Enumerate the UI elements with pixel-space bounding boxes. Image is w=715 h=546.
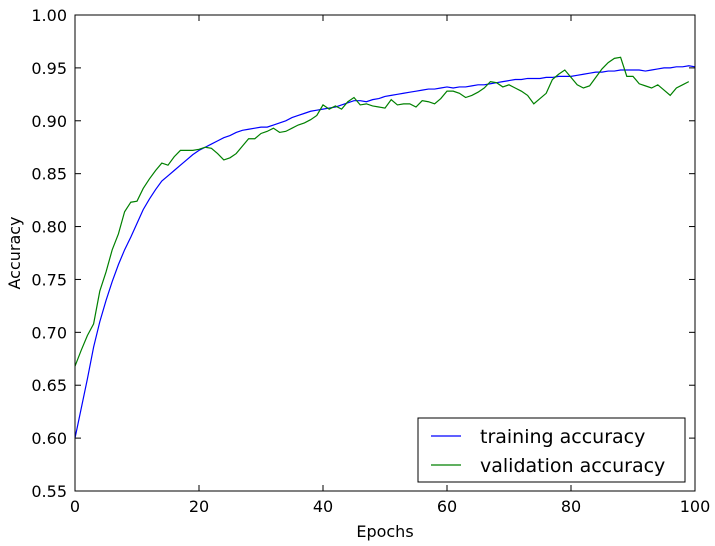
x-tick-label: 80 [561,497,581,516]
legend-label-validation: validation accuracy [480,455,665,477]
x-axis-label: Epochs [356,522,413,541]
y-tick-label: 0.85 [31,165,67,184]
series-line-1 [74,56,690,367]
y-tick-label: 0.75 [31,270,67,289]
y-axis-label: Accuracy [5,216,24,289]
y-tick-label: 0.80 [31,218,67,237]
y-tick-label: 0.70 [31,323,67,342]
y-tick-label: 0.90 [31,112,67,131]
series-layer [74,56,696,439]
y-tick-label: 0.60 [31,429,67,448]
legend-label-training: training accuracy [480,426,645,448]
plot-frame [74,14,696,492]
x-tick-label: 100 [680,497,711,516]
y-tick-label: 0.55 [31,482,67,501]
x-tick-label: 40 [313,497,333,516]
ticks-layer: 0 20 40 60 80 100 0.55 0.60 0.65 0.70 0.75 0.80 0.85… [31,6,710,516]
x-tick-label: 0 [70,497,80,516]
y-tick-label: 0.65 [31,376,67,395]
x-tick-label: 20 [189,497,209,516]
series-line-0 [74,65,696,439]
y-tick-label: 1.00 [31,6,67,25]
x-tick-label: 60 [437,497,457,516]
y-tick-label: 0.95 [31,59,67,78]
legend: training accuracy validation accuracy [417,417,686,483]
legend-box [417,417,686,483]
